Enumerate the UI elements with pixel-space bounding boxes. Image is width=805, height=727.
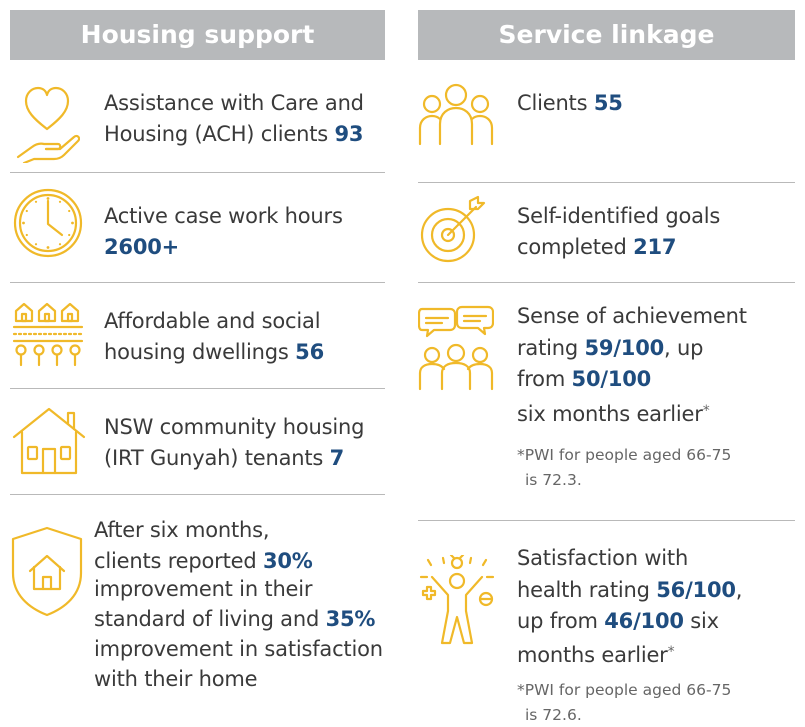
ach-clients-line2: Housing (ACH) clients 93 [104,122,364,146]
achievement-prior-value: 50/100 [571,367,652,391]
divider [10,388,385,389]
clients-item: Clients 55 [418,80,795,172]
houses-community-icon [12,299,86,371]
divider [10,172,385,173]
health-rating-value: 56/100 [656,578,736,602]
goals-value: 217 [633,235,677,259]
house-icon [12,405,86,477]
dwellings-line2: housing dwellings 56 [104,340,324,364]
outcome-line4: standard of living and 35% [94,607,376,631]
clients-value: 55 [593,91,623,115]
achievement-rating-value: 59/100 [584,336,665,360]
tenants-line2: (IRT Gunyah) tenants 7 [104,446,345,470]
achievement-line1: Sense of achievement [517,304,747,328]
satisfaction-line3: up from 46/100 six [517,609,719,633]
outcome-line6: with their home [94,667,258,691]
goals-line2: completed 217 [517,235,677,259]
clock-icon [12,187,84,259]
dwellings-item: Affordable and social housing dwellings … [10,283,385,388]
clients-line: Clients 55 [517,91,623,115]
ach-clients-line1: Assistance with Care and [104,91,364,115]
achievement-item: Sense of achievement rating 59/100, up f… [418,283,795,520]
outcome-line2: clients reported 30% [94,549,313,573]
health-person-icon [418,555,496,647]
service-linkage-header: Service linkage [418,10,795,60]
divider [418,182,795,183]
achievement-footnote: *PWI for people aged 66-75 is 72.3. [517,446,732,489]
health-prior-value: 46/100 [604,609,684,633]
case-hours-value: 2600+ [104,235,180,259]
outcome-line5: improvement in satisfaction [94,637,383,661]
divider [10,282,385,283]
achievement-line2: rating 59/100, up [517,336,704,360]
achievement-line3: from 50/100 [517,367,652,391]
achievement-line4: six months earlier* [517,402,710,426]
heart-hand-icon [14,83,80,163]
outcome-item: After six months, clients reported 30% i… [10,495,385,705]
outcome-line1: After six months, [94,518,270,542]
satisfaction-line4: months earlier* [517,643,675,667]
goals-item: Self-identified goals completed 217 [418,183,795,283]
divider [10,494,385,495]
case-hours-line1: Active case work hours [104,204,343,228]
satisfaction-item: Satisfaction with health rating 56/100, … [418,521,795,727]
target-icon [418,195,488,265]
ach-clients-item: Assistance with Care and Housing (ACH) c… [10,80,385,172]
housing-support-header: Housing support [10,10,385,60]
outcome-line3: improvement in their [94,577,313,601]
divider [418,282,795,283]
dwellings-value: 56 [295,340,324,364]
living-improvement-value: 30% [262,549,313,573]
tenants-item: NSW community housing (IRT Gunyah) tenan… [10,389,385,494]
dwellings-line1: Affordable and social [104,309,321,333]
home-satisfaction-value: 35% [325,607,376,631]
case-hours-item: Active case work hours 2600+ [10,173,385,273]
people-chat-icon [418,303,494,393]
divider [418,520,795,521]
shield-house-icon [10,525,84,617]
people-group-icon [418,82,494,152]
satisfaction-footnote: *PWI for people aged 66-75 is 72.6. [517,681,732,724]
goals-line1: Self-identified goals [517,204,721,228]
service-linkage-column: Service linkage Clients 55 [418,10,795,724]
tenants-line1: NSW community housing [104,415,365,439]
satisfaction-line1: Satisfaction with [517,546,689,570]
ach-clients-value: 93 [334,122,364,146]
housing-support-column: Housing support Assistance with Care and… [10,10,385,691]
tenants-value: 7 [329,446,345,470]
satisfaction-line2: health rating 56/100, [517,578,743,602]
